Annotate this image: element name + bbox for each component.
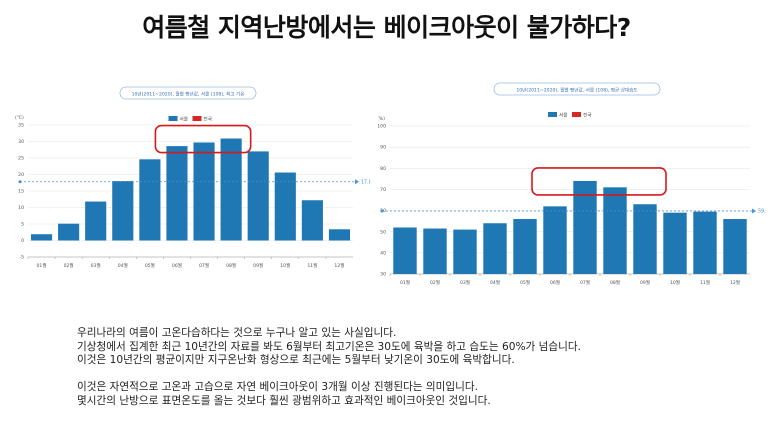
chart-title-box (119, 86, 257, 100)
page-title: 여름철 지역난방에서는 베이크아웃이 불가하다? (142, 13, 631, 42)
temperature-chart-svg: 10년(2011~2020), 월별 평년값, 서울 (108), 최고 기온서… (15, 86, 370, 269)
y-tick-label: 80 (380, 166, 386, 172)
bar (513, 219, 537, 274)
bar (220, 138, 242, 241)
y-tick-label: 5 (21, 222, 24, 228)
x-tick-label: 06월 (550, 279, 560, 286)
x-tick-label: 05월 (520, 279, 530, 286)
legend-swatch-seoul (548, 112, 557, 117)
chart-title: 10년(2011~2020), 월별 평년값, 서울 (108), 최고 기온 (132, 91, 245, 98)
paragraph-line: 몇시간의 난방으로 표면온도를 올는 것보다 훨씬 광범위하고 효과적인 베이크… (77, 394, 491, 407)
y-tick-label: -5 (19, 255, 24, 261)
bar (301, 200, 323, 241)
bar (85, 201, 107, 241)
paragraph-line: 우리나라의 여름이 고온다습하다는 것으로 누구나 알고 있는 사실입니다. (77, 327, 397, 339)
bar (274, 172, 296, 241)
y-tick-label: 30 (380, 272, 386, 278)
x-tick-label: 12월 (730, 279, 740, 286)
x-tick-label: 07월 (580, 279, 590, 286)
y-tick-label: 100 (378, 124, 386, 130)
x-tick-label: 02월 (430, 279, 440, 286)
x-tick-label: 05월 (145, 262, 155, 269)
y-tick-label: 15 (18, 189, 24, 195)
bar (603, 187, 627, 274)
legend-label-seoul: 서울 (559, 112, 567, 119)
x-tick-label: 10월 (280, 262, 290, 269)
average-marker-right (752, 208, 756, 214)
bar (166, 146, 188, 241)
humidity-chart-svg: 10년(2011~2020), 월별 평년값, 서울 (108), 평균 상대습… (378, 82, 766, 286)
bar (58, 223, 80, 241)
legend-label-seoul: 서울 (180, 116, 188, 123)
average-label: 17.8 (361, 179, 370, 185)
bar (423, 228, 447, 274)
bar (30, 234, 53, 241)
paragraph-line: 이것은 10년간의 평균이지만 지구온난화 형상으로 최근에는 5월부터 낮기온… (77, 354, 515, 367)
bar (139, 159, 161, 241)
y-tick-label: 30 (18, 139, 24, 145)
x-tick-label: 01월 (37, 262, 47, 269)
y-axis-unit: (%) (378, 116, 385, 122)
y-axis-unit: (℃) (15, 115, 24, 121)
chart-title: 10년(2011~2020), 월별 평년값, 서울 (108), 평균 상대습… (516, 87, 637, 94)
legend-swatch-national (572, 112, 581, 117)
bar (633, 204, 657, 274)
humidity-chart: 10년(2011~2020), 월별 평년값, 서울 (108), 평균 상대습… (378, 78, 768, 300)
x-tick-label: 08월 (226, 262, 236, 269)
x-tick-label: 09월 (253, 262, 263, 269)
x-tick-label: 12월 (334, 262, 344, 269)
x-tick-label: 08월 (610, 279, 620, 286)
legend-swatch-national (192, 116, 202, 121)
x-tick-label: 11월 (700, 279, 710, 286)
y-tick-label: 40 (380, 250, 386, 256)
legend-swatch-seoul (168, 116, 178, 121)
bar (723, 219, 747, 274)
y-tick-label: 10 (18, 205, 24, 211)
legend-label-national: 전국 (204, 116, 212, 123)
x-tick-label: 03월 (91, 262, 101, 269)
y-tick-label: 0 (21, 238, 24, 244)
x-tick-label: 03월 (460, 279, 470, 286)
x-tick-label: 09월 (640, 279, 650, 286)
chart-title-box (493, 82, 661, 96)
legend-label-national: 전국 (583, 112, 591, 119)
bar (112, 181, 134, 241)
average-marker-left (380, 209, 384, 213)
x-tick-label: 04월 (118, 262, 128, 269)
y-tick-label: 35 (18, 123, 24, 129)
average-marker-left (18, 180, 22, 184)
x-tick-label: 06월 (172, 262, 182, 269)
bar (483, 223, 507, 274)
bar (393, 227, 417, 274)
bar (693, 211, 717, 274)
x-tick-label: 04월 (490, 279, 500, 286)
paragraph-line: 기상청에서 집계한 최근 10년간의 자료를 봐도 6월부터 최고기온은 30도… (77, 340, 581, 353)
average-label: 59. (758, 209, 766, 215)
average-marker-right (355, 179, 359, 185)
y-tick-label: 25 (18, 156, 24, 162)
x-tick-label: 07월 (199, 262, 209, 269)
bar (543, 206, 567, 274)
y-tick-label: 70 (380, 187, 386, 193)
description-text: 우리나라의 여름이 고온다습하다는 것으로 누구나 알고 있는 사실입니다. 기… (77, 327, 581, 409)
x-tick-label: 10월 (670, 279, 680, 286)
highlight-box (531, 167, 667, 196)
y-tick-label: 50 (380, 229, 386, 235)
bar (328, 229, 351, 241)
highlight-box (154, 124, 252, 154)
bar (663, 212, 687, 274)
x-tick-label: 01월 (400, 279, 410, 286)
x-tick-label: 11월 (307, 262, 317, 269)
x-tick-label: 02월 (64, 262, 74, 269)
bar (193, 142, 215, 241)
bar (453, 229, 477, 274)
bar (573, 180, 597, 274)
bar (247, 151, 269, 241)
paragraph-line: 이것은 자연적으로 고온과 고습으로 자연 베이크아웃이 3개월 이상 진행된다… (77, 381, 479, 394)
y-tick-label: 90 (380, 145, 386, 151)
y-tick-label: 20 (18, 172, 24, 178)
